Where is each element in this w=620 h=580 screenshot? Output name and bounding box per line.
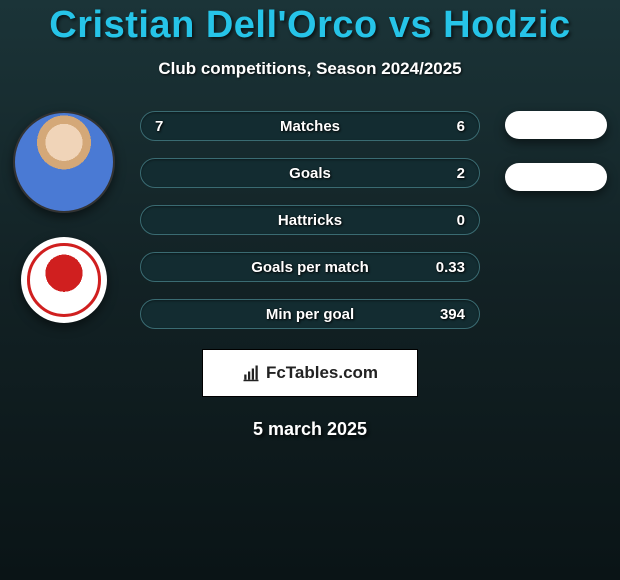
comparison-panel: 7 Matches 6 Goals 2 Hattricks 0 Goals pe… xyxy=(0,111,620,440)
stat-row: Goals per match 0.33 xyxy=(140,252,480,282)
club-badge-right xyxy=(505,163,607,191)
stat-right-value: 0.33 xyxy=(429,259,465,276)
stat-right-value: 0 xyxy=(429,212,465,229)
right-player-column xyxy=(496,111,616,191)
stat-right-value: 2 xyxy=(429,165,465,182)
stat-left-value: 7 xyxy=(155,118,191,135)
subtitle: Club competitions, Season 2024/2025 xyxy=(0,59,620,79)
stat-label: Matches xyxy=(280,118,340,135)
stat-label: Goals xyxy=(289,165,331,182)
stat-row: Min per goal 394 xyxy=(140,299,480,329)
stat-label: Goals per match xyxy=(251,259,369,276)
player-photo-right xyxy=(505,111,607,139)
stat-row: Hattricks 0 xyxy=(140,205,480,235)
chart-icon xyxy=(242,364,260,382)
stat-label: Hattricks xyxy=(278,212,342,229)
page-title: Cristian Dell'Orco vs Hodzic xyxy=(0,0,620,47)
date-label: 5 march 2025 xyxy=(0,419,620,440)
club-badge-left xyxy=(21,237,107,323)
left-player-column xyxy=(4,111,124,323)
brand-label: FcTables.com xyxy=(266,363,378,383)
player-photo-left xyxy=(13,111,115,213)
stats-list: 7 Matches 6 Goals 2 Hattricks 0 Goals pe… xyxy=(140,111,480,329)
brand-box[interactable]: FcTables.com xyxy=(202,349,418,397)
stat-row: 7 Matches 6 xyxy=(140,111,480,141)
stat-label: Min per goal xyxy=(266,306,354,323)
stat-right-value: 6 xyxy=(429,118,465,135)
stat-row: Goals 2 xyxy=(140,158,480,188)
stat-right-value: 394 xyxy=(429,306,465,323)
